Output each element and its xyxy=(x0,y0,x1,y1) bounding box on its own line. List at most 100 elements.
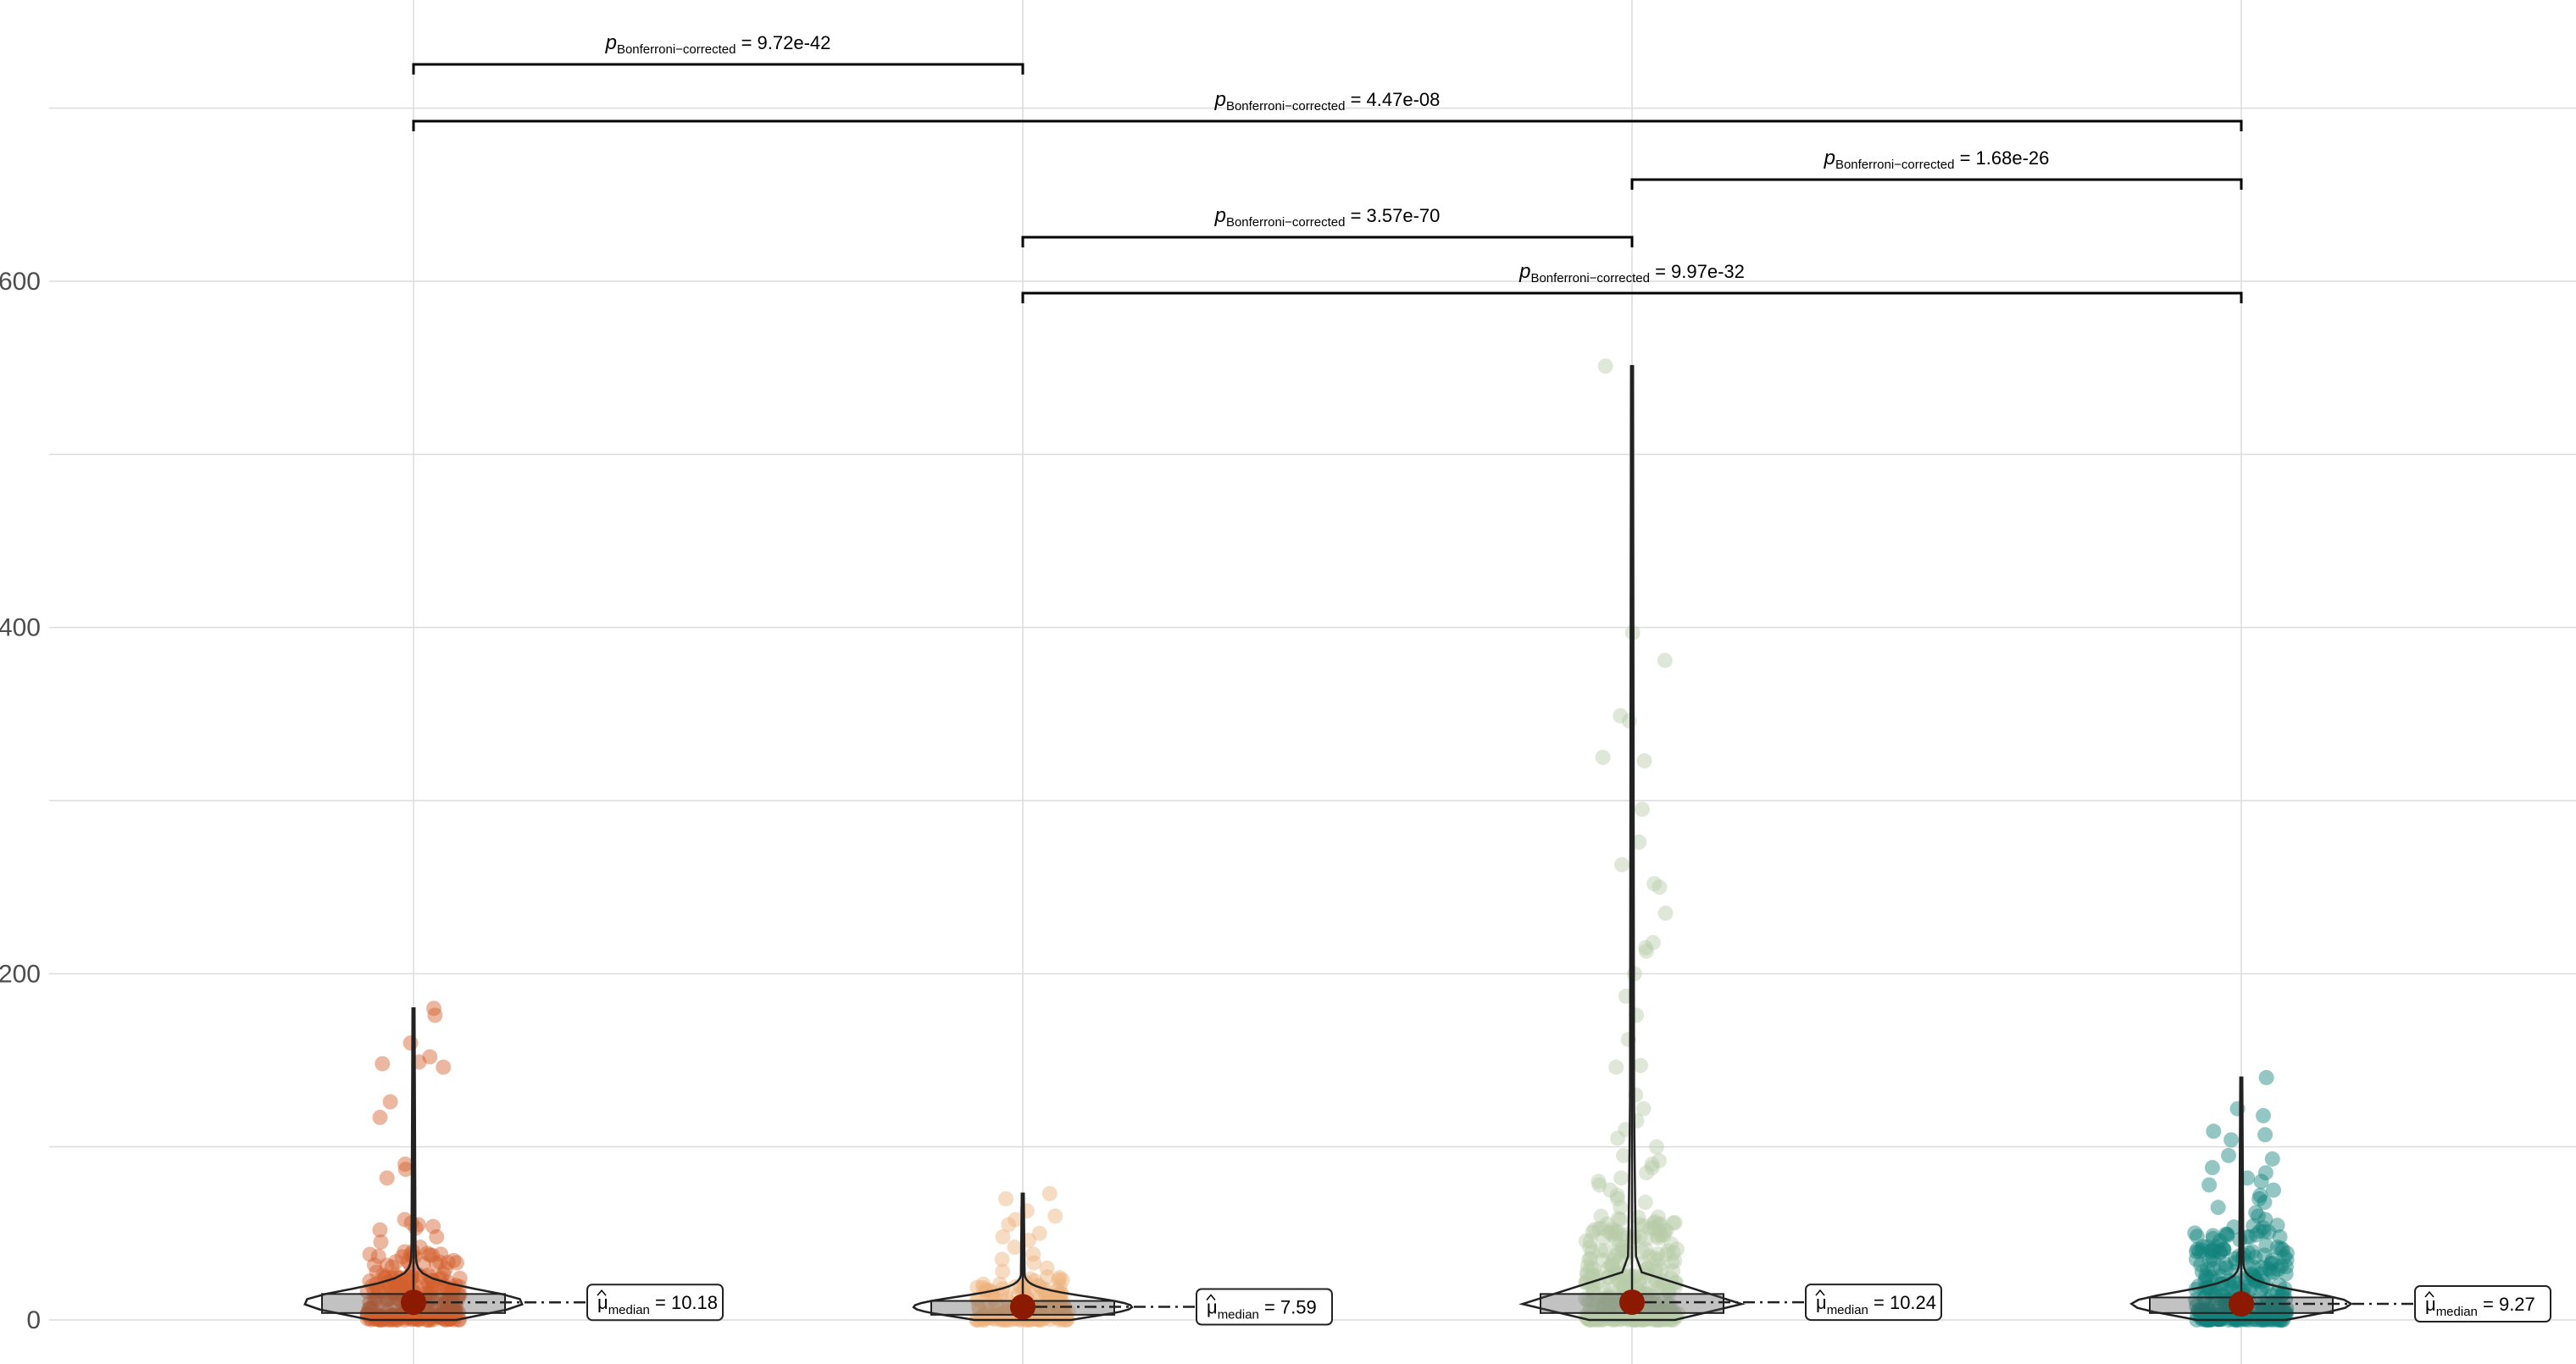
data-point xyxy=(1579,1258,1596,1274)
data-point xyxy=(1650,1230,1666,1246)
data-point xyxy=(1008,1278,1024,1295)
data-point xyxy=(445,1284,461,1300)
data-point xyxy=(2275,1303,2291,1319)
data-point xyxy=(424,1310,440,1326)
data-point xyxy=(1651,1258,1667,1274)
outlier-point xyxy=(1047,1208,1063,1224)
p-value: = 3.57e-70 xyxy=(1345,205,1440,226)
data-point xyxy=(2209,1239,2225,1255)
data-point xyxy=(1043,1300,1059,1316)
data-point xyxy=(2207,1287,2223,1303)
data-point xyxy=(2264,1256,2280,1272)
median-marker xyxy=(401,1289,426,1316)
outlier-point xyxy=(2210,1200,2226,1216)
comparison-bracket: pBonferroni−corrected = 9.97e-32 xyxy=(1021,260,2243,303)
outlier-point xyxy=(2266,1182,2282,1198)
data-point xyxy=(2261,1304,2277,1320)
data-point xyxy=(433,1246,449,1262)
data-point xyxy=(2218,1226,2234,1242)
data-point xyxy=(1641,1249,1657,1265)
mu-symbol: μ xyxy=(2425,1294,2436,1315)
data-point xyxy=(2190,1302,2207,1318)
data-point xyxy=(1611,1245,1627,1261)
outlier-point xyxy=(1649,1139,1665,1155)
outlier-point xyxy=(994,1251,1010,1267)
data-point xyxy=(1647,1219,1663,1235)
data-point xyxy=(2263,1295,2279,1311)
data-point xyxy=(1595,1297,1611,1313)
data-point xyxy=(425,1247,441,1263)
data-point xyxy=(1607,1231,1624,1247)
outlier-point xyxy=(1644,1156,1660,1173)
data-point xyxy=(2197,1311,2213,1327)
data-point xyxy=(1607,1311,1623,1327)
data-point xyxy=(1579,1310,1596,1326)
outlier-point xyxy=(372,1109,388,1125)
outlier-point xyxy=(2201,1177,2218,1193)
data-point xyxy=(1594,1220,1610,1236)
data-point xyxy=(2273,1288,2290,1304)
comparison-label: pBonferroni−corrected = 1.68e-26 xyxy=(1824,147,2050,172)
data-point xyxy=(2189,1298,2205,1314)
data-point xyxy=(1600,1261,1616,1277)
data-point xyxy=(1596,1229,1612,1245)
data-point xyxy=(1581,1251,1597,1267)
data-point xyxy=(1614,1277,1630,1293)
outlier-point xyxy=(2258,1069,2274,1085)
data-point xyxy=(2269,1239,2285,1256)
outlier-point xyxy=(2264,1151,2280,1167)
data-point xyxy=(2270,1261,2286,1278)
data-point xyxy=(1585,1267,1601,1284)
data-point xyxy=(2262,1261,2278,1278)
data-point xyxy=(997,1305,1013,1321)
data-point xyxy=(404,1269,420,1285)
outlier-point xyxy=(1001,1217,1017,1233)
outlier-point xyxy=(1644,1160,1660,1176)
data-point xyxy=(1591,1221,1607,1237)
data-point xyxy=(981,1310,997,1326)
data-point xyxy=(2258,1238,2274,1254)
data-point xyxy=(450,1287,466,1303)
y-tick-label: 0 xyxy=(26,1306,41,1334)
outlier-point xyxy=(1608,1059,1624,1075)
outlier-point xyxy=(1637,1195,1653,1211)
mu-subscript: median xyxy=(1827,1303,1868,1317)
data-point xyxy=(2254,1311,2270,1327)
data-point xyxy=(2278,1266,2294,1282)
p-value: = 4.47e-08 xyxy=(1345,89,1440,110)
data-point xyxy=(1612,1280,1628,1296)
data-point xyxy=(441,1292,457,1308)
data-point xyxy=(1657,1303,1673,1319)
data-point xyxy=(441,1311,458,1327)
data-point xyxy=(2273,1307,2289,1323)
mu-subscript: median xyxy=(1218,1307,1259,1322)
outlier-point xyxy=(1638,943,1654,959)
data-point xyxy=(2276,1249,2292,1265)
hat-icon xyxy=(597,1289,607,1296)
data-point xyxy=(1660,1243,1676,1259)
data-point xyxy=(1579,1265,1595,1281)
data-point xyxy=(2201,1253,2218,1269)
data-point xyxy=(367,1311,383,1327)
data-point xyxy=(370,1310,386,1326)
data-point xyxy=(2247,1249,2263,1265)
outlier-point xyxy=(1614,857,1630,873)
data-point xyxy=(387,1284,403,1300)
data-point xyxy=(364,1300,380,1317)
data-point xyxy=(2279,1245,2295,1261)
data-point xyxy=(423,1281,439,1297)
data-point xyxy=(417,1280,433,1296)
data-point xyxy=(368,1307,384,1323)
grid-layer xyxy=(49,0,2576,1364)
outlier-point xyxy=(2220,1147,2236,1163)
data-point xyxy=(2245,1244,2261,1260)
data-point xyxy=(2265,1304,2281,1320)
data-point xyxy=(1608,1223,1624,1239)
data-point xyxy=(1601,1296,1617,1312)
data-point xyxy=(1042,1291,1058,1307)
data-point xyxy=(432,1254,448,1270)
outlier-point xyxy=(1646,876,1663,892)
data-point xyxy=(452,1270,468,1286)
data-point xyxy=(441,1295,458,1311)
data-point xyxy=(971,1301,987,1317)
